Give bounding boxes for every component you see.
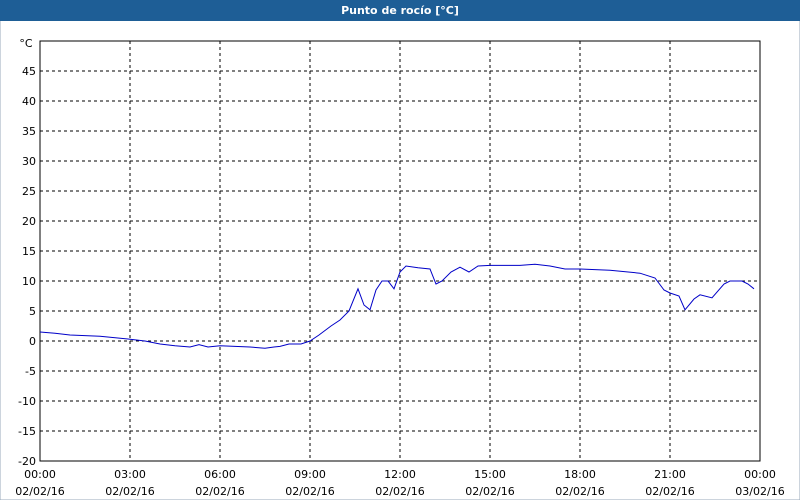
x-tick-label: 00:00 03/02/16 bbox=[735, 468, 784, 498]
chart-title: Punto de rocío [°C] bbox=[341, 4, 459, 17]
title-bar bbox=[0, 0, 800, 21]
y-tick-label: 20 bbox=[22, 215, 36, 228]
y-tick-label: 15 bbox=[22, 245, 36, 258]
y-tick-label: 40 bbox=[22, 95, 36, 108]
y-tick-label: 10 bbox=[22, 275, 36, 288]
x-tick-label: 03:00 02/02/16 bbox=[105, 468, 154, 498]
y-tick-label: -10 bbox=[18, 395, 36, 408]
x-tick-label: 00:00 02/02/16 bbox=[15, 468, 64, 498]
y-tick-label: 25 bbox=[22, 185, 36, 198]
y-tick-label: -15 bbox=[18, 425, 36, 438]
x-tick-label: 09:00 02/02/16 bbox=[285, 468, 334, 498]
y-tick-label: 45 bbox=[22, 65, 36, 78]
y-tick-label: 35 bbox=[22, 125, 36, 138]
data-line bbox=[39, 263, 755, 349]
y-tick-label: 5 bbox=[29, 305, 36, 318]
y-tick-label: -5 bbox=[25, 365, 36, 378]
x-tick-label: 12:00 02/02/16 bbox=[375, 468, 424, 498]
x-tick-label: 21:00 02/02/16 bbox=[645, 468, 694, 498]
y-tick-label: 0 bbox=[29, 335, 36, 348]
x-tick-label: 06:00 02/02/16 bbox=[195, 468, 244, 498]
y-unit: °C bbox=[19, 37, 33, 50]
x-tick-label: 18:00 02/02/16 bbox=[555, 468, 604, 498]
y-tick-label: 30 bbox=[22, 155, 36, 168]
y-tick-label: -20 bbox=[18, 455, 36, 468]
x-tick-label: 15:00 02/02/16 bbox=[465, 468, 514, 498]
